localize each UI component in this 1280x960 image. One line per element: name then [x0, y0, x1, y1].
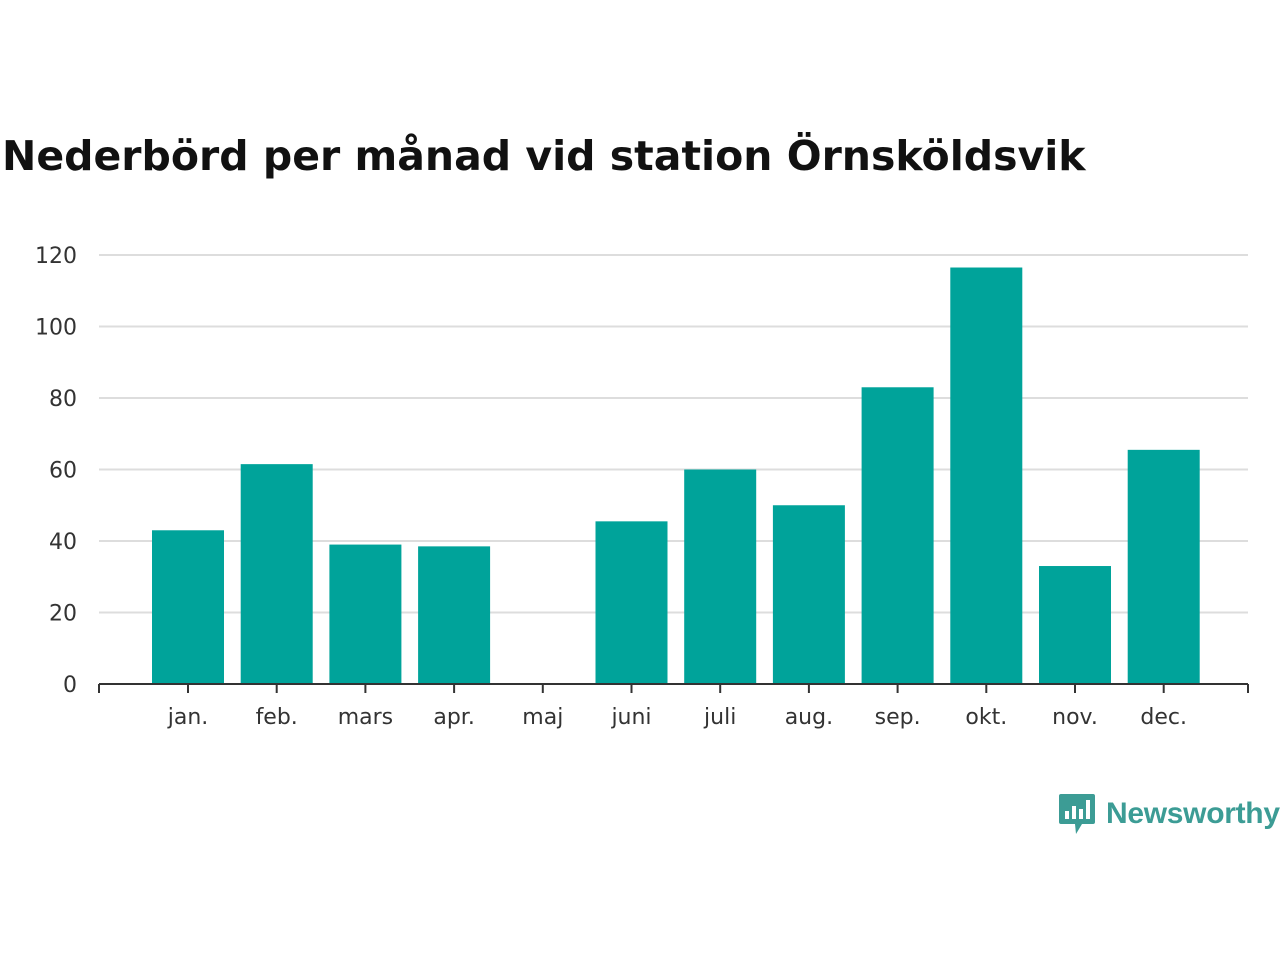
- x-tick-label: dec.: [1140, 705, 1187, 730]
- x-tick-label: jan.: [167, 705, 209, 730]
- x-tick-label: aug.: [785, 705, 833, 730]
- x-tick-label: maj: [522, 705, 563, 730]
- x-axis: [98, 683, 1249, 693]
- y-tick-labels: 0 20 40 60 80 100 120: [35, 244, 77, 698]
- x-tick-label: sep.: [875, 705, 921, 730]
- y-tick-label: 80: [49, 387, 77, 412]
- y-tick-label: 100: [35, 316, 77, 341]
- x-tick-label: juni: [610, 705, 651, 730]
- bar-sep: [861, 387, 934, 684]
- y-tick-label: 60: [49, 459, 77, 484]
- x-tick-label: mars: [338, 705, 393, 730]
- chart-title: Nederbörd per månad vid station Örnsköld…: [2, 132, 1086, 180]
- newsworthy-logo: Newsworthy: [1058, 792, 1280, 836]
- bar-feb: [240, 464, 313, 684]
- x-tick-labels: jan. feb. mars apr. maj juni juli aug. sep. okt. n…: [167, 705, 1187, 730]
- x-tick-label: apr.: [433, 705, 474, 730]
- y-tick-label: 40: [49, 530, 77, 555]
- x-tick-label: nov.: [1052, 705, 1098, 730]
- bar-jan: [152, 530, 224, 684]
- brand-name: Newsworthy: [1106, 797, 1280, 830]
- x-tick-label: feb.: [256, 705, 298, 730]
- bar-okt: [950, 267, 1023, 684]
- y-tick-label: 0: [63, 673, 77, 698]
- bar-juni: [595, 521, 668, 684]
- bar-apr: [418, 546, 491, 684]
- x-tick-label: juli: [703, 705, 736, 730]
- chart-speech-bubble-icon: [1059, 794, 1095, 834]
- x-tick-label: okt.: [965, 705, 1007, 730]
- bars: [152, 267, 1200, 684]
- y-tick-label: 120: [35, 244, 77, 269]
- bar-nov: [1039, 566, 1111, 684]
- y-tick-label: 20: [49, 602, 77, 627]
- bar-mars: [329, 544, 402, 684]
- bar-dec: [1127, 449, 1200, 684]
- bar-aug: [772, 505, 845, 684]
- bar-juli: [684, 469, 757, 684]
